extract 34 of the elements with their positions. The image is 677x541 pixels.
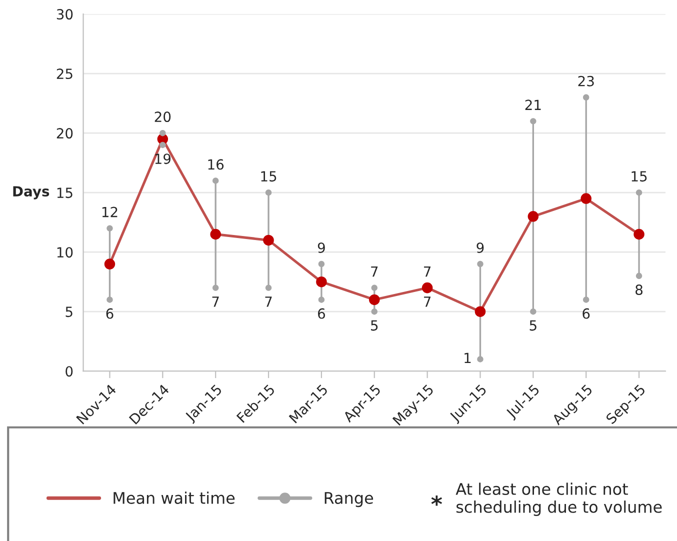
y-tick-label: 10 [57, 247, 73, 258]
annotation: 9 [476, 242, 484, 253]
text: At least one clinic not scheduling due to volume [456, 482, 662, 516]
annotation: 9 [318, 242, 325, 253]
y-tick-label: 15 [57, 188, 72, 198]
annotation: 5 [371, 320, 378, 331]
legend-label: Range [324, 492, 374, 508]
annotation: 21 [525, 100, 541, 110]
text: * [431, 495, 442, 506]
y-tick-label: 5 [66, 306, 72, 318]
y-tick-label: 25 [56, 68, 72, 80]
annotation: 15 [632, 171, 647, 182]
annotation: 12 [102, 206, 118, 218]
annotation: 19 [155, 154, 171, 164]
annotation: 15 [261, 171, 276, 182]
annotation: 23 [578, 76, 594, 86]
y-axis-title: Days [13, 186, 50, 200]
annotation: 5 [530, 320, 536, 331]
annotation: 6 [106, 308, 114, 319]
annotation: 6 [318, 308, 325, 319]
annotation: 7 [212, 296, 219, 307]
y-tick-label: 0 [66, 366, 73, 377]
annotation: 7 [424, 296, 431, 307]
annotation: 1 [464, 352, 471, 364]
y-tick-label: 20 [56, 128, 73, 139]
annotation: 6 [582, 308, 590, 319]
annotation: 8 [636, 284, 642, 295]
annotation: 20 [154, 112, 171, 122]
legend-label: Mean wait time [114, 492, 235, 504]
annotation: 7 [265, 296, 272, 307]
annotation: 7 [371, 266, 378, 277]
y-tick-label: 30 [56, 9, 73, 20]
annotation: 16 [208, 159, 224, 170]
annotation: 7 [424, 266, 431, 277]
